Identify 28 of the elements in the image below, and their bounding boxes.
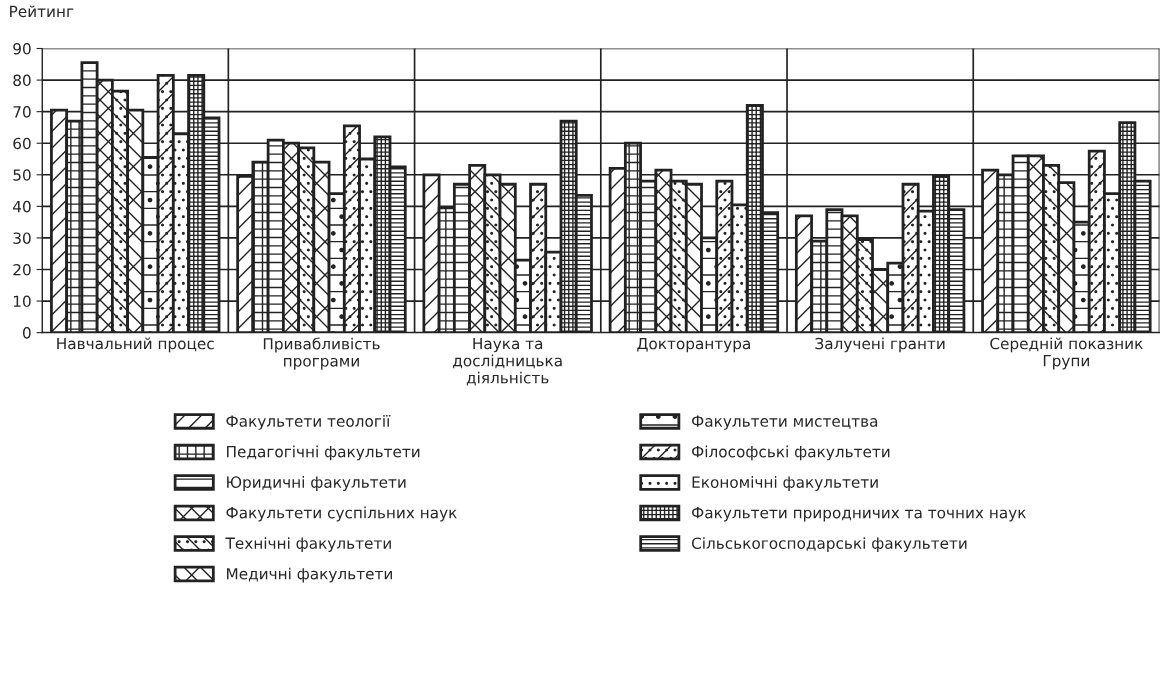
y-tick-label: 80: [13, 74, 31, 87]
x-tick-label: Середній показник Групи: [990, 337, 1143, 370]
legend-label: Факультети мистецтва: [692, 415, 878, 430]
legend-label: Факультети природничих та точних наук: [692, 507, 1026, 522]
x-tick-label: Докторантура: [637, 337, 750, 353]
x-tick-label: Привабливість програми: [263, 337, 380, 370]
y-tick-label: 30: [13, 232, 31, 244]
legend-label: Економічні факультети: [692, 476, 878, 491]
legend-label: Філософські факультети: [692, 445, 890, 461]
y-tick-label: 90: [13, 42, 31, 55]
legend-label: Юридичні факультети: [227, 476, 406, 491]
legend-label: Педагогічні факультети: [227, 445, 420, 461]
y-tick-label: 40: [13, 200, 31, 213]
y-tick-label: 60: [13, 137, 31, 150]
x-tick-label: Наука та дослідницька діяльність: [453, 337, 562, 386]
y-tick-label: 70: [13, 106, 31, 118]
x-tick-label: Залучені гранти: [815, 337, 945, 353]
legend-label: Технічні факультети: [225, 537, 391, 552]
y-tick-label: 10: [13, 295, 31, 308]
legend-label: Сільськогосподарські факультети: [691, 537, 967, 552]
y-axis-title: Рейтинг: [10, 5, 74, 18]
x-tick-label: Навчальний процес: [57, 337, 214, 353]
legend-label: Факультети суспільних наук: [226, 506, 457, 522]
y-tick-label: 20: [13, 263, 31, 276]
legend-label: Факультети теології: [226, 415, 391, 430]
y-tick-label: 0: [22, 327, 31, 339]
y-tick-label: 50: [13, 169, 31, 181]
legend-label: Медичні факультети: [227, 567, 392, 583]
